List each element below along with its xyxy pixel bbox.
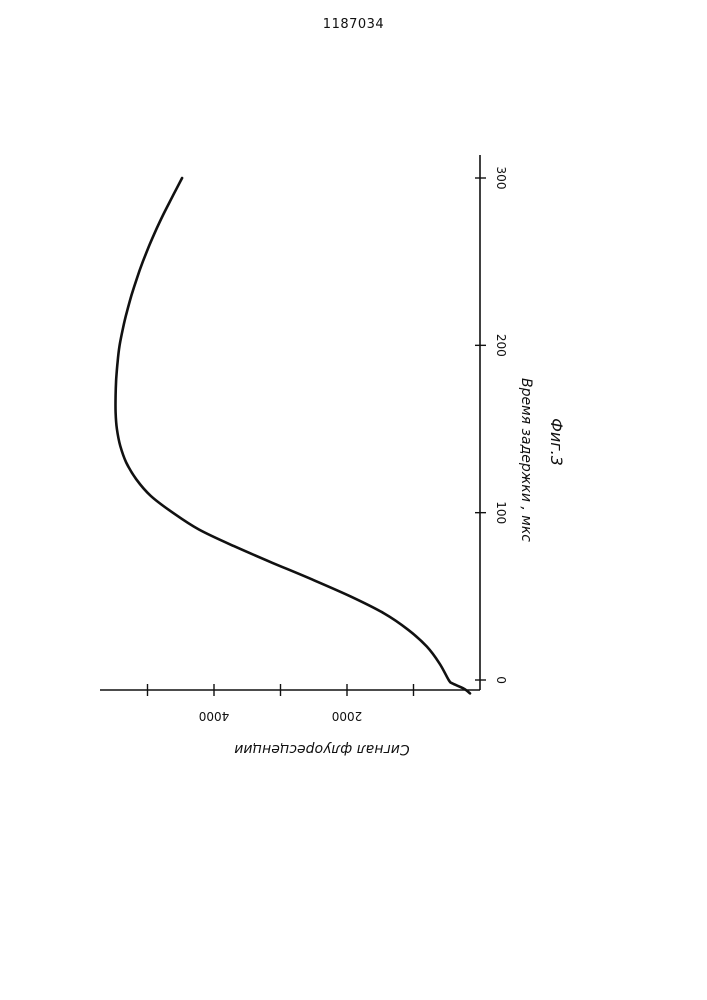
delay-tick-label: 200 — [494, 334, 508, 357]
signal-tick-label: 2000 — [332, 709, 363, 723]
fluorescence-series-line — [115, 178, 470, 693]
delay-tick-label: 0 — [494, 676, 508, 684]
signal-tick-label: 4000 — [199, 709, 230, 723]
x-axis-label: Время задержки , мкс — [518, 378, 534, 542]
figure-caption: Фиг.3 — [547, 418, 566, 466]
y-axis-label: Сигнал флуоресценции — [234, 741, 409, 757]
axes — [100, 155, 480, 690]
delay-tick-label: 100 — [494, 501, 508, 524]
delay-tick-label: 300 — [494, 167, 508, 190]
series — [115, 178, 470, 693]
ticks: 0 100 200 300 2000 4000 — [148, 167, 509, 723]
